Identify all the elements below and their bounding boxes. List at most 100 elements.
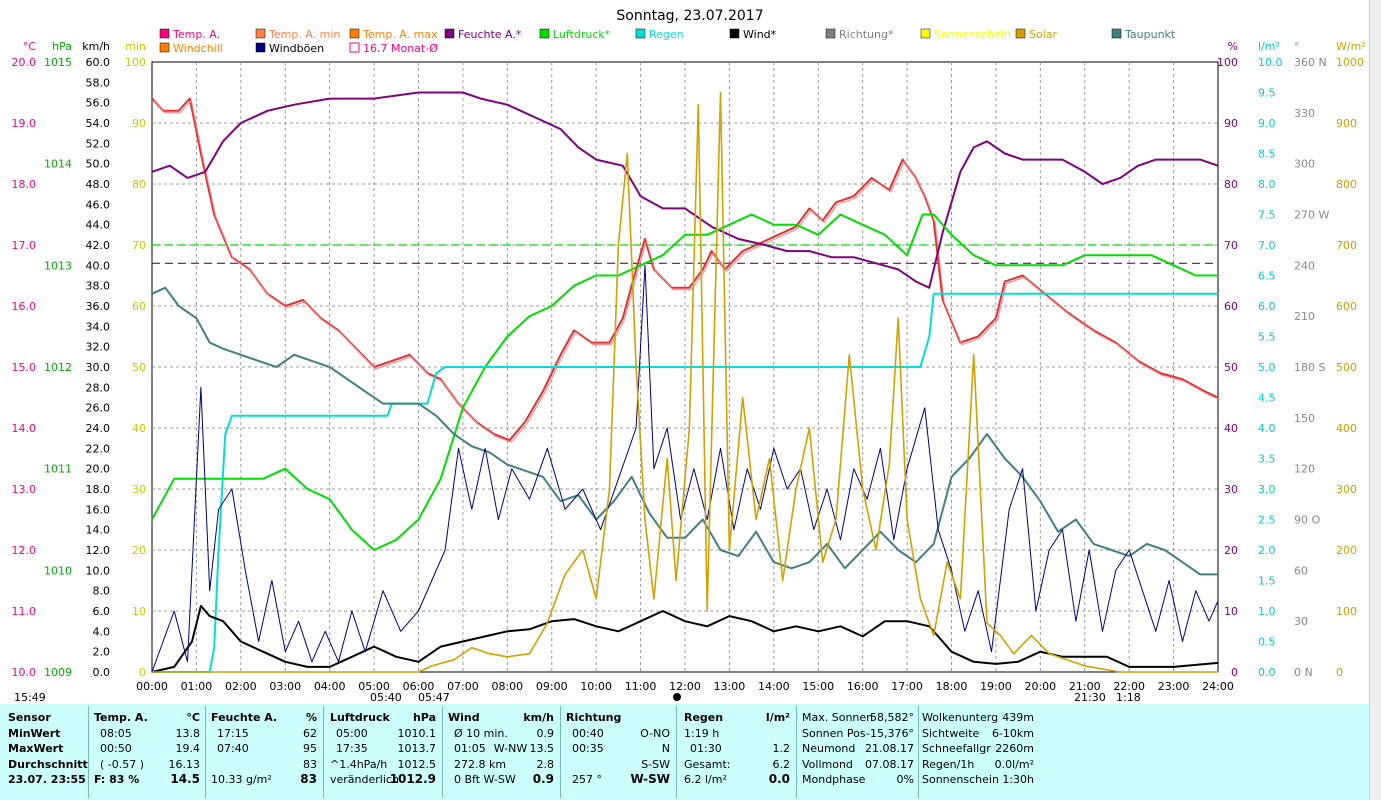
wind-axis-unit: km/h (82, 40, 110, 53)
solar-axis-unit: W/m² (1336, 40, 1366, 53)
wind-axis-label: 36.0 (86, 300, 111, 313)
legend-label: Temp. A. min (268, 28, 340, 41)
legend-label: Wind* (743, 28, 777, 41)
divider (796, 706, 797, 798)
chart-title: Sonntag, 23.07.2017 (616, 8, 763, 24)
legend-label: Windböen (269, 42, 324, 55)
legend-swatch (635, 28, 646, 39)
pressure-now-note: veränderlich (330, 773, 399, 786)
wind-axis-label: 14.0 (86, 524, 111, 537)
stats-col-wind: Wind km/h Ø 10 min. 0.9 01:05 W-NW 13.5 272.… (448, 710, 554, 788)
stats-panel: Sensor MinWert MaxWert Durchschnitt 23.0… (0, 704, 1370, 800)
solar-axis-label: 300 (1336, 483, 1357, 496)
minutes-axis-label: 30 (132, 483, 146, 496)
x-tick-label: 22:00 (1113, 680, 1145, 693)
wind-r1-note: Ø 10 min. (454, 726, 508, 740)
sun-r2-val: -15,376° (866, 726, 914, 740)
weather-chart: 20.0 19.0 18.0 17.0 16.0 15.0 14.0 13.0 12.0 11.0… (12, 8, 1366, 704)
x-tick-label: 04:00 (314, 680, 346, 693)
rain-axis-label: 6.0 (1258, 300, 1276, 313)
pressure-unit: hPa (412, 711, 436, 724)
pressure-axis-label: 1010 (44, 564, 72, 577)
moonset-time: 1:18 (1116, 691, 1141, 704)
temp-axis-label: 19.0 (12, 117, 37, 130)
stats-col-humidity: Feuchte A.% 17:15 62 07:40 95 83 10.33 g/m… (211, 710, 317, 788)
rain-axis-label: 8.5 (1258, 148, 1276, 161)
pressure-axis-label: 1012 (44, 361, 72, 374)
wind-r3-note: 272.8 km (454, 757, 507, 771)
wind-axis-label: 10.0 (86, 564, 111, 577)
series-solar (152, 91, 1218, 673)
rain-axis-label: 2.0 (1258, 544, 1276, 557)
time-left-label: 15:49 (14, 691, 46, 704)
solar-axis-label: 500 (1336, 361, 1357, 374)
wind-r1-val: 0.9 (536, 726, 555, 740)
x-tick-label: 24:00 (1202, 680, 1234, 693)
stats-col-sensor: Sensor MinWert MaxWert Durchschnitt 23.0… (8, 710, 88, 788)
direction-axis-label: 90 O (1294, 514, 1320, 527)
temp-max-time: 00:50 (100, 742, 132, 755)
rain-axis-label: 9.0 (1258, 117, 1276, 130)
temp-title: Temp. A. (94, 711, 148, 724)
minutes-axis-unit: min (125, 40, 146, 53)
pressure-axis-label: 1009 (44, 666, 72, 679)
temp-max-val: 19.4 (175, 742, 201, 755)
temp-unit: °C (186, 711, 200, 724)
rain-axis-label: 7.0 (1258, 239, 1276, 252)
direction-axis-label: 360 N (1294, 56, 1327, 69)
wind-axis-label: 46.0 (86, 198, 111, 211)
divider (676, 706, 677, 798)
humidity-axis-label: 10 (1224, 605, 1238, 618)
humidity-axis-label: 0 (1231, 666, 1238, 679)
temp-now-note: F: 83 % (94, 773, 140, 786)
legend-swatch (349, 42, 360, 53)
rain-axis-label: 4.0 (1258, 422, 1276, 435)
rain-axis-label: 5.5 (1258, 331, 1276, 344)
wind-axis-label: 24.0 (86, 422, 111, 435)
x-tick-label: 03:00 (269, 680, 301, 693)
wind-title: Wind (448, 711, 480, 724)
stats-col-temp: Temp. A. °C 08:05 13.8 00:50 19.4 ( -0.57 )… (94, 710, 200, 788)
temp-avg-val: 16.13 (168, 757, 201, 771)
wind-axis-label: 52.0 (86, 137, 111, 150)
humidity-axis-label: 50 (1224, 361, 1238, 374)
minutes-axis-label: 70 (132, 239, 146, 252)
direction-r3-val: S-SW (641, 757, 670, 771)
minutes-axis-label: 80 (132, 178, 146, 191)
misc-r2-val: 6-10km (991, 726, 1034, 740)
x-tick-label: 18:00 (936, 680, 968, 693)
temp-now-val: 14.5 (170, 772, 200, 786)
minutes-axis-label: 50 (132, 361, 146, 374)
series-windb-en (151, 264, 1219, 673)
sunrise-time-2: 05:47 (418, 691, 450, 704)
direction-r2-val: N (661, 742, 670, 755)
misc-r3-label: Schneefallgr (922, 742, 991, 755)
legend-label: Richtung* (839, 28, 894, 41)
temp-axis-label: 17.0 (12, 239, 37, 252)
pressure-title: Luftdruck (330, 711, 390, 724)
x-tick-label: 17:00 (891, 680, 923, 693)
temp-axis-label: 20.0 (12, 56, 37, 69)
x-tick-label: 11:00 (625, 680, 657, 693)
direction-axis-label: 210 (1294, 310, 1315, 323)
minutes-axis-label: 60 (132, 300, 146, 313)
sun-r3-label: Neumond (802, 742, 856, 755)
rain-axis-unit: l/m² (1258, 40, 1280, 53)
solar-axis-label: 0 (1336, 666, 1343, 679)
solar-axis-label: 700 (1336, 239, 1357, 252)
x-tick-label: 13:00 (714, 680, 746, 693)
x-tick-label: 16:00 (847, 680, 879, 693)
x-tick-label: 15:00 (802, 680, 834, 693)
wind-r2-dir: W-NW (493, 742, 528, 755)
divider (323, 706, 324, 798)
direction-r4-val: W-SW (630, 772, 670, 786)
direction-axis-label: 330 (1294, 107, 1315, 120)
rain-axis-label: 8.0 (1258, 178, 1276, 191)
legend-swatch (255, 28, 266, 39)
humidity-axis-label: 20 (1224, 544, 1238, 557)
x-tick-label: 12:00 (669, 680, 701, 693)
rain-axis-label: 10.0 (1258, 56, 1283, 69)
legend-swatch (1015, 28, 1026, 39)
temp-min-time: 08:05 (100, 726, 132, 740)
x-tick-label: 21:00 (1069, 680, 1101, 693)
